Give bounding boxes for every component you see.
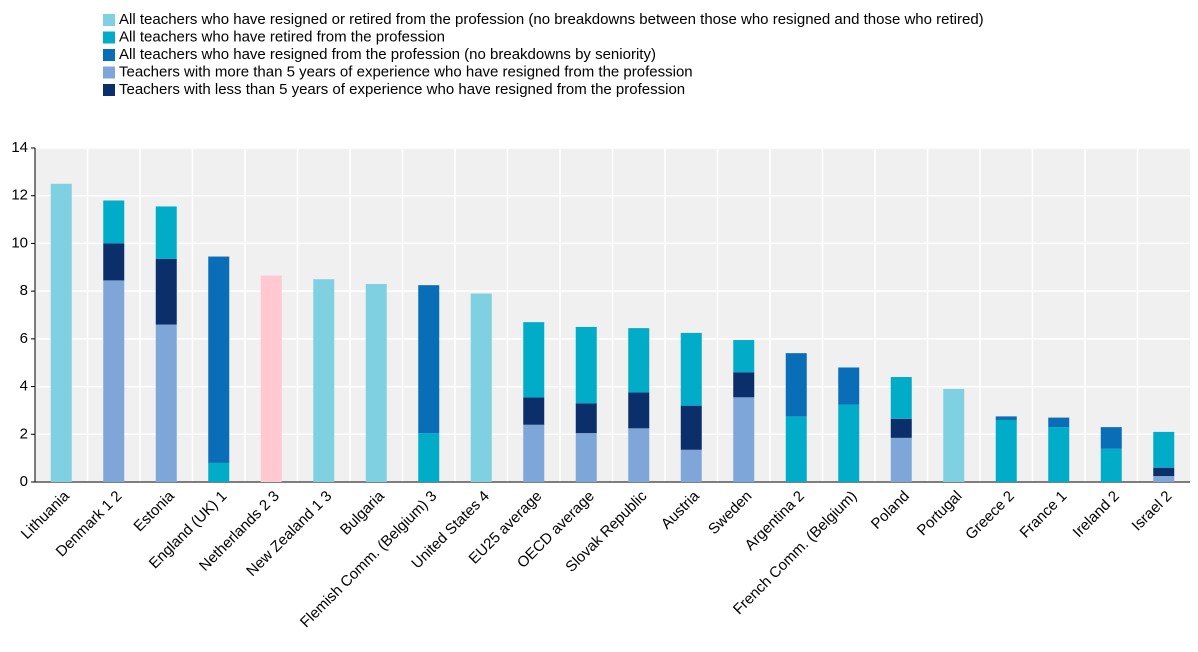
- y-tick-label: 6: [20, 330, 28, 347]
- bar-segment: [1153, 467, 1175, 477]
- bar-segment: [1153, 431, 1175, 468]
- bar-segment: [523, 424, 545, 482]
- bar-segment: [313, 279, 335, 482]
- bar-segment: [890, 418, 912, 438]
- x-tick-label: Austria: [658, 487, 703, 532]
- bar-segment: [1048, 427, 1070, 482]
- bar-segment: [523, 322, 545, 398]
- bar-segment: [890, 437, 912, 482]
- bar-segment: [680, 405, 702, 450]
- y-tick-label: 0: [20, 473, 28, 490]
- bar-segment: [208, 462, 230, 482]
- bar-segment: [733, 340, 755, 373]
- bar-segment: [470, 293, 492, 482]
- y-tick-label: 14: [11, 139, 28, 156]
- bar-segment: [523, 397, 545, 425]
- y-tick-label: 4: [20, 378, 28, 395]
- bar-segment: [1153, 476, 1175, 482]
- bar-segment: [733, 372, 755, 398]
- x-tick-label: France 1: [1017, 488, 1071, 542]
- bar-segment: [733, 397, 755, 482]
- bar-segment: [418, 285, 440, 434]
- bar-segment: [680, 332, 702, 406]
- x-tick-label: Israel 2: [1129, 488, 1176, 535]
- y-tick-label: 2: [20, 425, 28, 442]
- bar-segment: [208, 256, 230, 463]
- bar-segment: [418, 433, 440, 482]
- legend-label: All teachers who have retired from the p…: [119, 28, 445, 45]
- bar-segment: [155, 258, 177, 325]
- bar-segment: [103, 243, 125, 281]
- bar-segment: [628, 428, 650, 482]
- x-tick-label: Portugal: [914, 488, 966, 540]
- legend-label: Teachers with more than 5 years of exper…: [119, 63, 693, 80]
- bar-segment: [103, 280, 125, 482]
- x-tick-label: Bulgaria: [337, 487, 388, 538]
- x-tick-label: Estonia: [130, 487, 178, 535]
- bar-segment: [575, 326, 597, 404]
- bar-segment: [785, 416, 807, 482]
- x-tick-label: Greece 2: [962, 488, 1018, 544]
- bar-segment: [155, 206, 177, 259]
- bar-segment: [50, 183, 72, 483]
- x-tick-label: Poland: [868, 488, 913, 533]
- bar-segment: [785, 353, 807, 417]
- legend-swatch: [103, 31, 115, 44]
- bar-segment: [1100, 427, 1122, 449]
- bar-segment: [628, 328, 650, 393]
- bar-segment: [260, 275, 282, 482]
- y-tick-label: 10: [11, 234, 28, 251]
- bar-segment: [680, 449, 702, 482]
- legend-swatch: [103, 14, 115, 26]
- bar-segment: [995, 416, 1017, 420]
- bar-segment: [943, 388, 965, 482]
- y-tick-label: 12: [11, 187, 28, 204]
- bar-segment: [1048, 417, 1070, 428]
- y-tick-label: 8: [20, 282, 28, 299]
- legend-label: All teachers who have resigned from the …: [119, 46, 656, 63]
- bar-segment: [890, 377, 912, 419]
- x-tick-label: Sweden: [705, 488, 755, 538]
- bar-segment: [995, 419, 1017, 482]
- bar-segment: [1100, 448, 1122, 482]
- bar-segment: [575, 403, 597, 434]
- legend-swatch: [103, 66, 115, 79]
- x-tick-label: Ireland 2: [1070, 488, 1123, 541]
- bar-segment: [103, 200, 125, 244]
- legend-swatch: [103, 84, 115, 96]
- bar-segment: [838, 404, 860, 482]
- bar-segment: [155, 324, 177, 482]
- legend-label: All teachers who have resigned or retire…: [119, 11, 984, 28]
- legend-swatch: [103, 49, 115, 61]
- x-tick-label: Lithuania: [18, 487, 74, 543]
- legend-label: Teachers with less than 5 years of exper…: [119, 81, 685, 98]
- bar-segment: [628, 392, 650, 429]
- bar-segment: [575, 433, 597, 482]
- bar-segment: [838, 367, 860, 405]
- bar-segment: [365, 283, 387, 482]
